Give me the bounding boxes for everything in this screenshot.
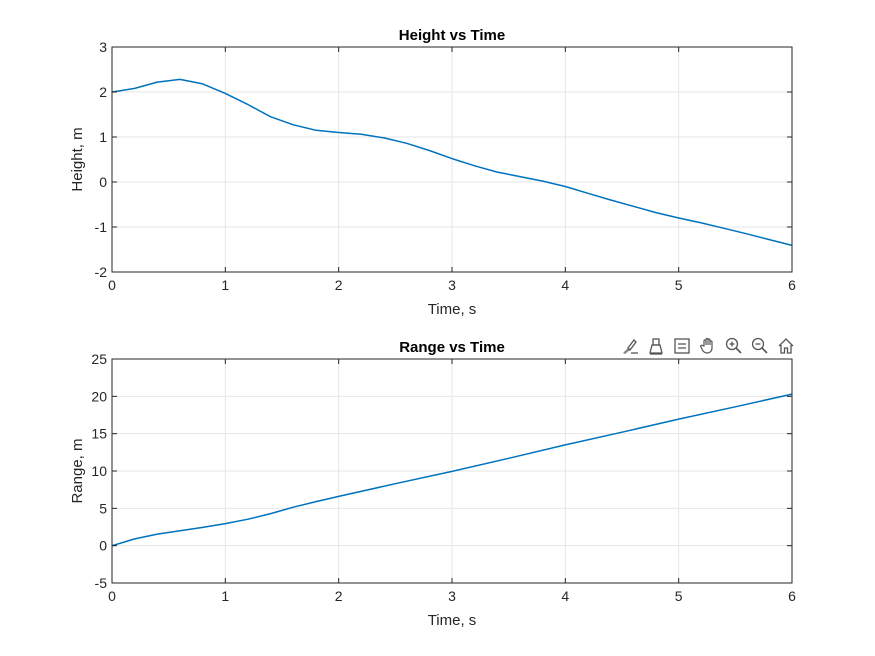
x-tick-label: 4	[561, 277, 569, 293]
datatips-button[interactable]	[670, 334, 694, 358]
x-tick-label: 1	[221, 277, 229, 293]
y-tick-label: 3	[99, 39, 107, 55]
print-icon	[649, 338, 663, 355]
y-tick-label: 5	[99, 500, 107, 516]
brush-icon	[623, 339, 638, 354]
x-tick-label: 1	[221, 588, 229, 604]
y-axis-label: Range, m	[69, 438, 86, 503]
x-tick-label: 3	[448, 588, 456, 604]
zoom-in-button[interactable]	[722, 334, 746, 358]
x-tick-label: 5	[675, 588, 683, 604]
y-tick-label: 10	[91, 463, 107, 479]
x-tick-label: 0	[108, 588, 116, 604]
y-tick-label: 0	[99, 174, 107, 190]
y-tick-label: 1	[99, 129, 107, 145]
x-tick-label: 6	[788, 277, 796, 293]
brush-button[interactable]	[618, 334, 642, 358]
x-tick-label: 2	[335, 588, 343, 604]
x-tick-label: 2	[335, 277, 343, 293]
pan-icon	[700, 337, 713, 354]
height-vs-time-plot[interactable]: 0 1 2 3 4 5 6 -2 -1 0 1 2 3 Height vs Time Time, s Heig…	[69, 27, 796, 318]
chart-title: Range vs Time	[399, 339, 505, 356]
print-button[interactable]	[644, 334, 668, 358]
home-icon	[778, 338, 794, 354]
x-tick-label: 3	[448, 277, 456, 293]
x-tick-label: 4	[561, 588, 569, 604]
y-tick-label: 0	[99, 538, 107, 554]
home-button[interactable]	[774, 334, 798, 358]
y-tick-label: -1	[95, 219, 108, 235]
y-tick-label: 15	[91, 426, 107, 442]
y-tick-label: -5	[95, 575, 108, 591]
zoom-out-button[interactable]	[748, 334, 772, 358]
x-tick-label: 5	[675, 277, 683, 293]
chart-title: Height vs Time	[399, 27, 505, 44]
x-axis-label: Time, s	[428, 612, 477, 629]
y-axis-label: Height, m	[69, 127, 86, 191]
series-line	[111, 78, 793, 247]
zoom-out-icon	[751, 337, 768, 354]
pan-button[interactable]	[696, 334, 720, 358]
x-axis-label: Time, s	[428, 301, 477, 318]
series-line	[111, 393, 793, 547]
x-tick-label: 0	[108, 277, 116, 293]
zoom-in-icon	[725, 337, 742, 354]
y-tick-label: -2	[95, 264, 108, 280]
y-tick-label: 20	[91, 388, 107, 404]
y-tick-label: 2	[99, 84, 107, 100]
datatips-icon	[674, 338, 690, 354]
y-tick-label: 25	[91, 351, 107, 367]
axes-toolbar	[618, 334, 798, 358]
x-tick-label: 6	[788, 588, 796, 604]
